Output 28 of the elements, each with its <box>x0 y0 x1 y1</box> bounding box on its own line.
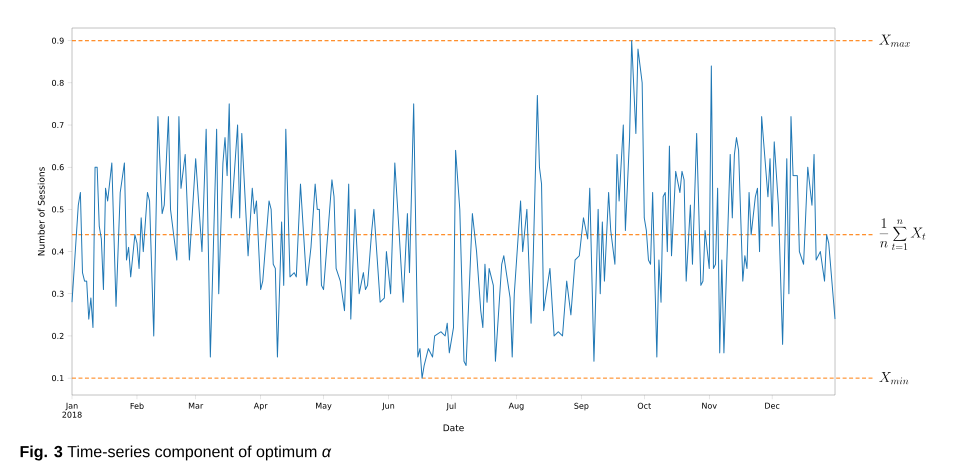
x-tick-label: Sep <box>574 402 588 410</box>
x-tick-label: Feb <box>130 402 144 409</box>
x-tick-label: Jul <box>446 402 456 410</box>
x-tick-label: Dec <box>765 402 780 409</box>
x-tick-label: May <box>316 402 332 410</box>
ref-line-label: $X_{min}$ <box>879 372 908 384</box>
y-tick-label: 0.5 <box>52 206 64 212</box>
y-tick-label: 0.6 <box>52 164 64 170</box>
ref-line-label: $X_{max}$ <box>879 34 910 47</box>
x-tick-label: Jan 2018 <box>62 402 82 418</box>
x-tick-label: Jun <box>382 402 394 410</box>
x-tick-label: Mar <box>188 402 204 409</box>
text: $\frac{1}{n}\sum_{t=1}^{n} X_t$ <box>880 218 926 250</box>
text: Fig. 3 Time-series component of optimum α <box>20 446 332 460</box>
y-tick-label: 0.2 <box>52 332 64 339</box>
y-tick-label: 0.3 <box>52 290 64 297</box>
y-tick-label: 0.8 <box>52 80 64 86</box>
y-tick-label: 0.9 <box>52 38 64 44</box>
y-tick-label: 0.4 <box>52 248 64 255</box>
y-tick-label: 0.7 <box>52 122 64 128</box>
x-tick-label: Aug <box>508 402 524 410</box>
x-tick-label: Oct <box>638 402 651 409</box>
line-series <box>72 40 836 379</box>
y-axis-title: Number of Sessions <box>38 167 45 256</box>
x-axis-title: Date <box>444 424 464 432</box>
y-tick-label: 0.1 <box>52 375 64 382</box>
x-tick-label: Nov <box>702 402 717 409</box>
x-tick-label: Apr <box>254 402 268 410</box>
